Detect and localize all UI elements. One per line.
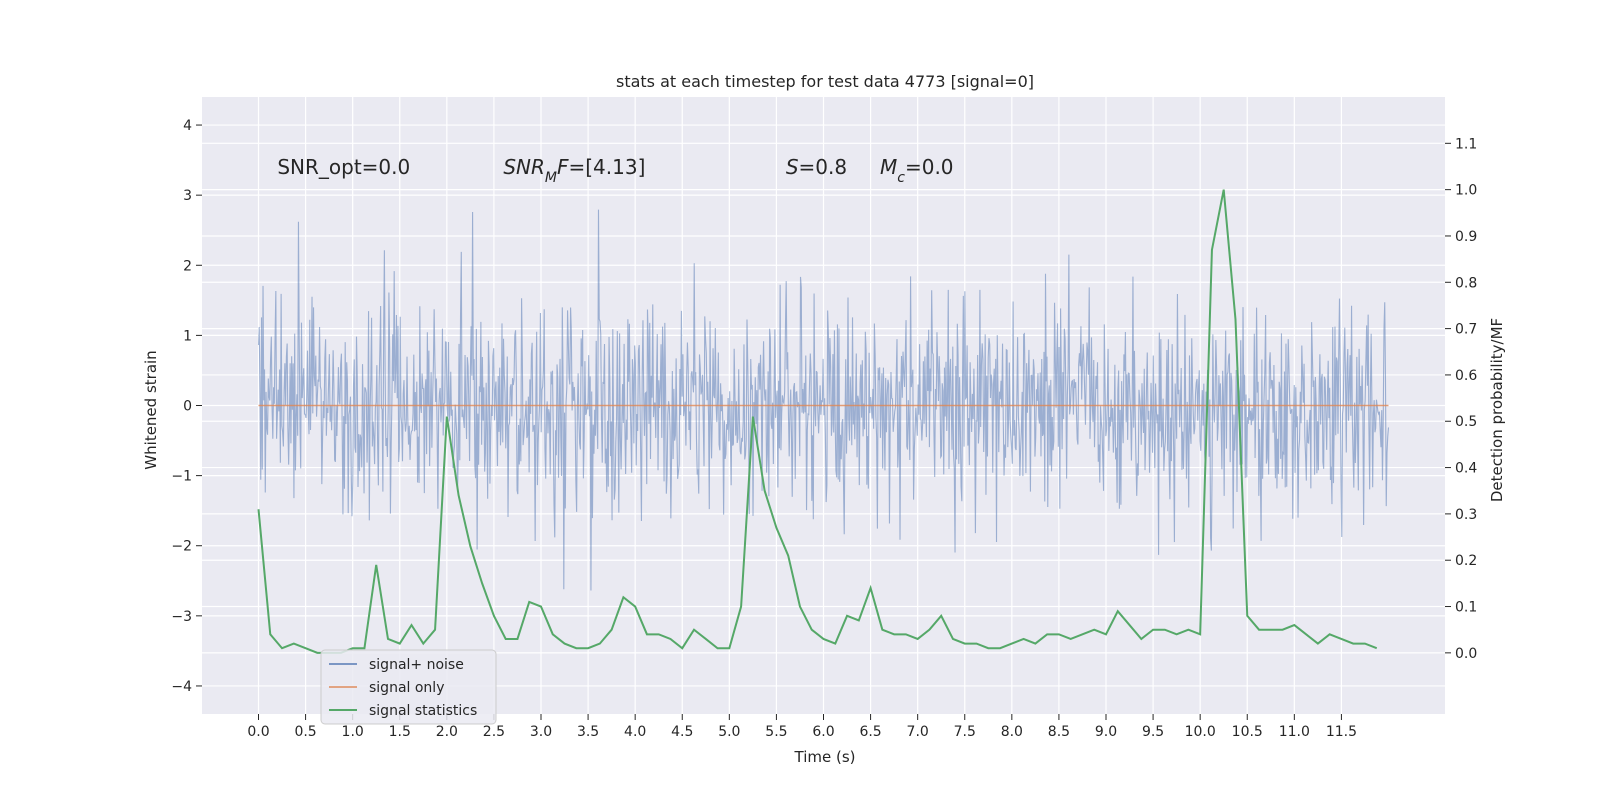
x-tick-label: 11.0 — [1279, 724, 1310, 740]
series-signal-noise — [257, 209, 1390, 591]
annotation-text: S=0.8 — [786, 155, 847, 179]
y-tick-label: 2 — [183, 258, 192, 274]
y2-tick-label: 0.4 — [1455, 461, 1477, 477]
x-tick-label: 3.0 — [530, 724, 552, 740]
legend-label: signal+ noise — [369, 657, 464, 673]
x-tick-label: 5.5 — [765, 724, 787, 740]
y-axis-label: Whitened strain — [142, 350, 160, 469]
y-tick-label: 3 — [183, 188, 192, 204]
legend-label: signal only — [369, 680, 444, 696]
annotation-text: Mc=0.0 — [880, 155, 954, 186]
x-tick-label: 2.0 — [436, 724, 458, 740]
x-tick-label: 6.0 — [812, 724, 834, 740]
x-tick-label: 8.0 — [1001, 724, 1023, 740]
y-tick-label: −3 — [171, 609, 192, 625]
x-tick-label: 8.5 — [1048, 724, 1070, 740]
y2-tick-label: 0.9 — [1455, 229, 1477, 245]
x-tick-label: 4.5 — [671, 724, 693, 740]
y-tick-label: −1 — [171, 469, 192, 485]
y2-tick-label: 1.1 — [1455, 136, 1477, 152]
x-tick-label: 10.0 — [1185, 724, 1216, 740]
x-tick-label: 4.0 — [624, 724, 646, 740]
y2-tick-label: 0.6 — [1455, 368, 1477, 384]
y2-tick-label: 0.2 — [1455, 553, 1477, 569]
legend: signal+ noise signal only signal statistic… — [320, 649, 497, 725]
y-tick-label: 4 — [183, 118, 192, 134]
y2-tick-label: 0.8 — [1455, 275, 1477, 291]
x-tick-label: 6.5 — [859, 724, 881, 740]
x-tick-label: 9.0 — [1095, 724, 1117, 740]
y2-tick-label: 0.0 — [1455, 646, 1477, 662]
annotation-text: SNR_opt=0.0 — [277, 155, 410, 179]
y2-tick-label: 1.0 — [1455, 183, 1477, 199]
x-tick-label: 7.0 — [907, 724, 929, 740]
annotation-text: SNRMF=[4.13] — [503, 155, 645, 186]
x-tick-label: 0.5 — [294, 724, 316, 740]
y-tick-label: 1 — [183, 328, 192, 344]
x-tick-label: 1.5 — [389, 724, 411, 740]
annotations: SNR_opt=0.0 SNRMF=[4.13] S=0.8 Mc=0.0 — [277, 155, 953, 186]
x-tick-label: 7.5 — [954, 724, 976, 740]
series-signal-statistics — [257, 189, 1378, 654]
x-tick-label: 3.5 — [577, 724, 599, 740]
legend-box — [320, 649, 497, 725]
y-tick-label: −4 — [171, 679, 192, 695]
x-tick-label: 11.5 — [1326, 724, 1357, 740]
y2-axis-label: Detection probability/MF — [1488, 318, 1506, 502]
x-tick-label: 5.0 — [718, 724, 740, 740]
y2-tick-label: 0.3 — [1455, 507, 1477, 523]
x-axis-label: Time (s) — [794, 748, 856, 766]
y2-tick-label: 0.1 — [1455, 600, 1477, 616]
legend-label: signal statistics — [369, 703, 477, 719]
x-tick-label: 0.0 — [247, 724, 269, 740]
chart-title: stats at each timestep for test data 477… — [616, 72, 1034, 91]
x-tick-label: 1.0 — [342, 724, 364, 740]
x-tick-label: 9.5 — [1142, 724, 1164, 740]
y2-tick-label: 0.5 — [1455, 414, 1477, 430]
y-tick-label: 0 — [183, 399, 192, 415]
y-tick-label: −2 — [171, 539, 192, 555]
y2-tick-label: 0.7 — [1455, 322, 1477, 338]
x-tick-label: 10.5 — [1232, 724, 1263, 740]
ticks: 0.0 0.5 1.0 1.5 2.0 2.5 3.0 3.5 4.0 4.5 5.0 5.5 6.0 6… — [171, 118, 1477, 740]
series-layer — [257, 189, 1390, 654]
x-tick-label: 2.5 — [483, 724, 505, 740]
